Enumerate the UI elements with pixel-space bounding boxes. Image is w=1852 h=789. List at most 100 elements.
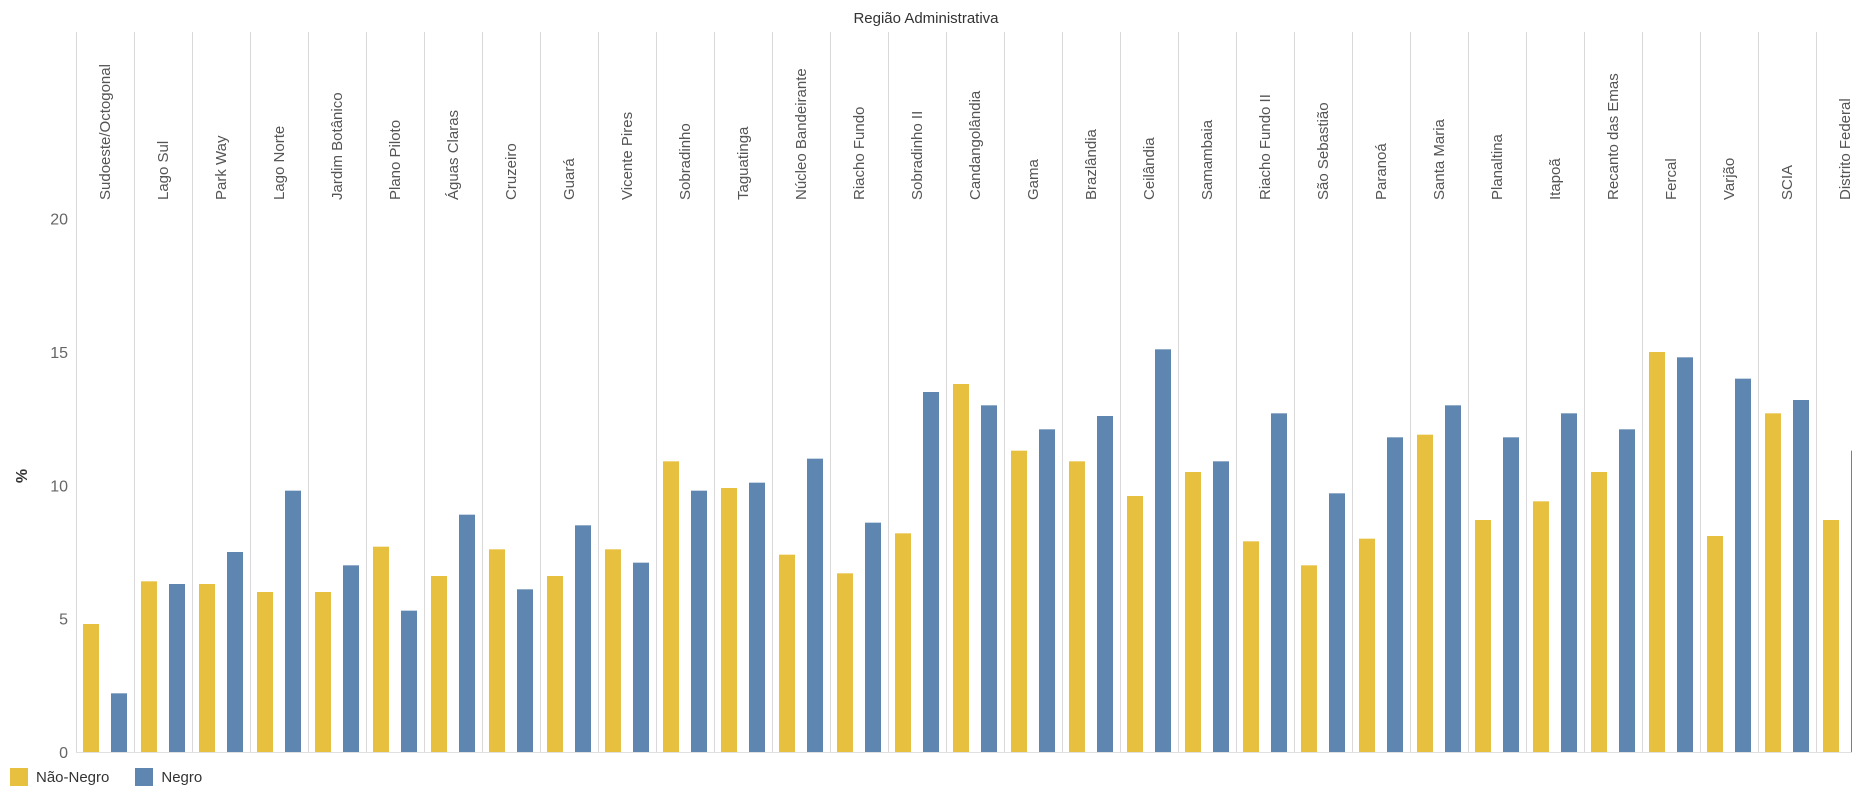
bar-negro-gama[interactable] — [1039, 429, 1055, 752]
bar-negro-recanto-das-emas[interactable] — [1619, 429, 1635, 752]
legend-label-negro: Negro — [161, 768, 203, 786]
bar-negro-varjao[interactable] — [1735, 378, 1751, 752]
bar-nao-negro-guara[interactable] — [547, 576, 563, 752]
category-label-riacho-fundo: Riacho Fundo — [851, 107, 868, 200]
category-label-cruzeiro: Cruzeiro — [503, 143, 520, 200]
category-label-jardim-botanico: Jardim Botânico — [329, 92, 346, 200]
category-label-varjao: Varjão — [1721, 158, 1738, 200]
bar-negro-guara[interactable] — [575, 525, 591, 752]
y-tick-label: 5 — [59, 612, 68, 629]
category-label-sudoeste-octogonal: Sudoeste/Octogonal — [97, 64, 114, 200]
bar-negro-aguas-claras[interactable] — [459, 514, 475, 752]
bar-negro-itapoa[interactable] — [1561, 413, 1577, 752]
bar-nao-negro-taguatinga[interactable] — [721, 488, 737, 752]
bar-nao-negro-itapoa[interactable] — [1533, 501, 1549, 752]
bar-negro-vicente-pires[interactable] — [633, 562, 649, 752]
bar-negro-scia[interactable] — [1793, 400, 1809, 752]
y-axis: % 0 5 10 15 20 — [14, 212, 68, 762]
bar-nao-negro-samambaia[interactable] — [1185, 472, 1201, 752]
bar-nao-negro-sudoeste-octogonal[interactable] — [83, 624, 99, 752]
bar-negro-park-way[interactable] — [227, 552, 243, 752]
bar-nao-negro-aguas-claras[interactable] — [431, 576, 447, 752]
category-label-park-way: Park Way — [213, 135, 230, 200]
category-label-samambaia: Samambaia — [1199, 119, 1216, 200]
bar-nao-negro-cruzeiro[interactable] — [489, 549, 505, 752]
bar-nao-negro-gama[interactable] — [1011, 450, 1027, 752]
bar-negro-fercal[interactable] — [1677, 357, 1693, 752]
bar-negro-santa-maria[interactable] — [1445, 405, 1461, 752]
bar-negro-ceilandia[interactable] — [1155, 349, 1171, 752]
bar-negro-riacho-fundo-ii[interactable] — [1271, 413, 1287, 752]
bar-nao-negro-plano-piloto[interactable] — [373, 546, 389, 752]
bar-negro-lago-norte[interactable] — [285, 490, 301, 752]
bar-nao-negro-brazlandia[interactable] — [1069, 461, 1085, 752]
bar-negro-plano-piloto[interactable] — [401, 610, 417, 752]
bar-nao-negro-paranoa[interactable] — [1359, 538, 1375, 752]
bar-nao-negro-lago-norte[interactable] — [257, 592, 273, 752]
bar-negro-taguatinga[interactable] — [749, 482, 765, 752]
bar-nao-negro-candangolandia[interactable] — [953, 384, 969, 752]
category-label-lago-norte: Lago Norte — [271, 126, 288, 200]
legend-item-negro[interactable]: Negro — [135, 768, 202, 786]
y-tick-label: 0 — [59, 745, 68, 762]
bar-nao-negro-recanto-das-emas[interactable] — [1591, 472, 1607, 752]
bar-nao-negro-sobradinho[interactable] — [663, 461, 679, 752]
category-label-recanto-das-emas: Recanto das Emas — [1605, 73, 1622, 200]
category-label-scia: SCIA — [1779, 165, 1796, 200]
category-label-aguas-claras: Águas Claras — [445, 110, 462, 200]
category-label-nucleo-bandeirante: Núcleo Bandeirante — [793, 68, 810, 200]
bar-negro-sobradinho-ii[interactable] — [923, 392, 939, 752]
category-label-distrito-federal: Distrito Federal — [1837, 98, 1852, 200]
bar-nao-negro-sobradinho-ii[interactable] — [895, 533, 911, 752]
bar-nao-negro-santa-maria[interactable] — [1417, 434, 1433, 752]
category-label-planaltina: Planaltina — [1489, 133, 1506, 200]
legend-item-nao-negro[interactable]: Não-Negro — [10, 768, 109, 786]
bar-negro-sao-sebastiao[interactable] — [1329, 493, 1345, 752]
category-label-candangolandia: Candangolândia — [967, 90, 984, 200]
bar-nao-negro-jardim-botanico[interactable] — [315, 592, 331, 752]
bar-nao-negro-lago-sul[interactable] — [141, 581, 157, 752]
bar-negro-candangolandia[interactable] — [981, 405, 997, 752]
category-label-ceilandia: Ceilândia — [1141, 137, 1158, 200]
category-label-sobradinho-ii: Sobradinho II — [909, 111, 926, 200]
bar-negro-riacho-fundo[interactable] — [865, 522, 881, 752]
category-label-gama: Gama — [1025, 158, 1042, 200]
bar-nao-negro-park-way[interactable] — [199, 584, 215, 752]
category-label-brazlandia: Brazlândia — [1083, 128, 1100, 200]
category-label-sao-sebastiao: São Sebastião — [1315, 102, 1332, 200]
category-label-santa-maria: Santa Maria — [1431, 118, 1448, 200]
bar-negro-brazlandia[interactable] — [1097, 416, 1113, 752]
bar-negro-planaltina[interactable] — [1503, 437, 1519, 752]
bar-negro-lago-sul[interactable] — [169, 584, 185, 752]
bar-nao-negro-distrito-federal[interactable] — [1823, 520, 1839, 752]
y-tick-label: 15 — [50, 345, 68, 362]
bar-nao-negro-nucleo-bandeirante[interactable] — [779, 554, 795, 752]
category-label-sobradinho: Sobradinho — [677, 123, 694, 200]
category-label-taguatinga: Taguatinga — [735, 126, 752, 200]
legend-label-nao-negro: Não-Negro — [36, 768, 110, 786]
bar-nao-negro-scia[interactable] — [1765, 413, 1781, 752]
bar-negro-sobradinho[interactable] — [691, 490, 707, 752]
bar-nao-negro-vicente-pires[interactable] — [605, 549, 621, 752]
bar-nao-negro-ceilandia[interactable] — [1127, 496, 1143, 752]
bar-nao-negro-sao-sebastiao[interactable] — [1301, 565, 1317, 752]
bar-negro-paranoa[interactable] — [1387, 437, 1403, 752]
category-label-guara: Guará — [561, 158, 578, 200]
bar-negro-nucleo-bandeirante[interactable] — [807, 458, 823, 752]
chart-title: Região Administrativa — [853, 10, 999, 27]
bar-negro-sudoeste-octogonal[interactable] — [111, 693, 127, 752]
legend: Não-Negro Negro — [10, 767, 202, 787]
bar-negro-cruzeiro[interactable] — [517, 589, 533, 752]
legend-swatch-nao-negro — [10, 768, 28, 786]
bar-negro-jardim-botanico[interactable] — [343, 565, 359, 752]
category-panels: Sudoeste/Octogonal Lago Sul Park Way Lago N… — [76, 32, 1852, 753]
bar-nao-negro-varjao[interactable] — [1707, 536, 1723, 752]
bar-nao-negro-planaltina[interactable] — [1475, 520, 1491, 752]
bar-negro-samambaia[interactable] — [1213, 461, 1229, 752]
category-label-fercal: Fercal — [1663, 158, 1680, 200]
bar-nao-negro-riacho-fundo-ii[interactable] — [1243, 541, 1259, 752]
category-label-riacho-fundo-ii: Riacho Fundo II — [1257, 94, 1274, 200]
bar-nao-negro-fercal[interactable] — [1649, 352, 1665, 752]
bar-nao-negro-riacho-fundo[interactable] — [837, 573, 853, 752]
